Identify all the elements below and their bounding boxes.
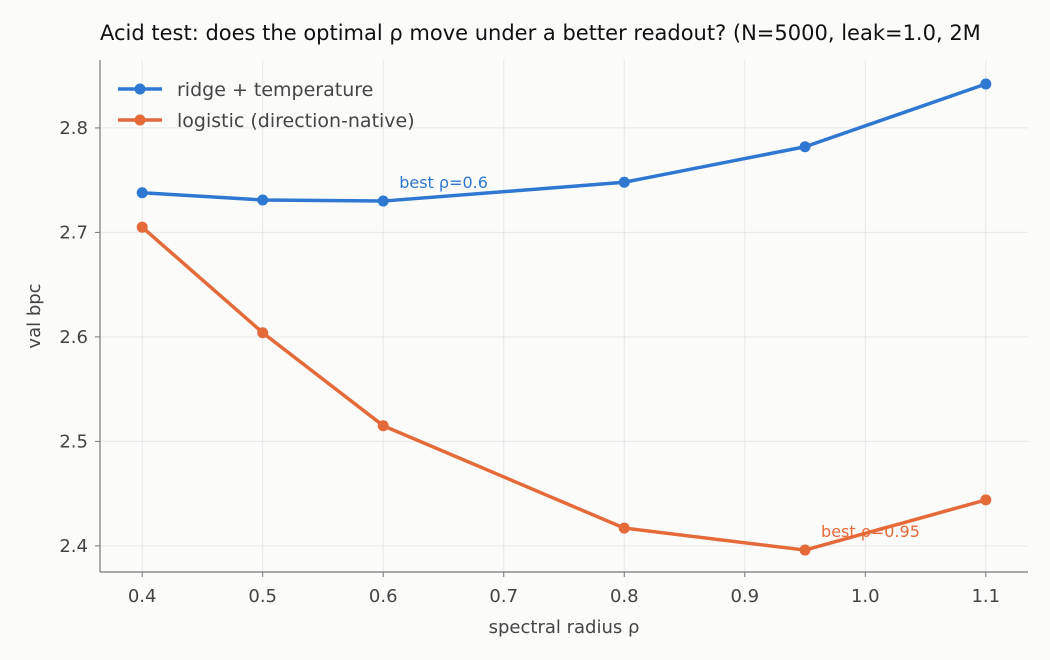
x-tick-label: 0.4 [128,586,157,607]
data-point-0 [980,78,992,90]
best-rho-annotation: best ρ=0.95 [821,522,920,541]
y-tick-label: 2.7 [59,222,88,243]
series-layer [136,78,992,556]
tick-labels: 0.4 0.5 0.6 0.7 0.8 0.9 1.0 1.1 2.4 2.5 2.6 2.7 2.8 [59,118,1000,607]
data-point-0 [618,176,630,188]
data-point-0 [377,195,389,207]
x-axis-label: spectral radius ρ [489,617,640,638]
x-tick-label: 1.1 [971,586,1000,607]
legend: ridge + temperature logistic (direction-n… [118,79,415,132]
data-point-0 [799,141,811,153]
best-rho-annotation: best ρ=0.6 [399,173,488,192]
data-point-1 [618,522,630,534]
y-tick-label: 2.5 [59,431,88,452]
annotation-layer: best ρ=0.6 best ρ=0.95 [399,173,920,541]
grid [100,60,1028,572]
series-line-1 [141,225,987,552]
x-tick-label: 0.5 [248,586,277,607]
legend-marker-0 [134,83,146,95]
legend-marker-1 [134,114,146,126]
x-tick-label: 1.0 [851,586,880,607]
data-point-1 [980,494,992,506]
legend-label-1: logistic (direction-native) [177,110,415,132]
x-tick-label: 0.7 [489,586,518,607]
data-point-1 [377,420,389,432]
data-point-1 [136,221,148,233]
data-point-1 [799,544,811,556]
series-line-0 [142,82,987,203]
data-point-0 [136,187,148,199]
axes [99,60,1028,573]
data-point-0 [257,194,269,206]
y-tick-label: 2.4 [59,536,88,557]
y-tick-label: 2.8 [59,118,88,139]
chart-title: Acid test: does the optimal ρ move under… [100,21,981,45]
x-tick-label: 0.9 [730,586,759,607]
x-tick-label: 0.6 [369,586,398,607]
x-tick-label: 0.8 [610,586,639,607]
legend-label-0: ridge + temperature [177,79,373,101]
y-tick-label: 2.6 [59,327,88,348]
y-axis-label: val bpc [24,283,45,348]
data-point-1 [257,327,269,339]
